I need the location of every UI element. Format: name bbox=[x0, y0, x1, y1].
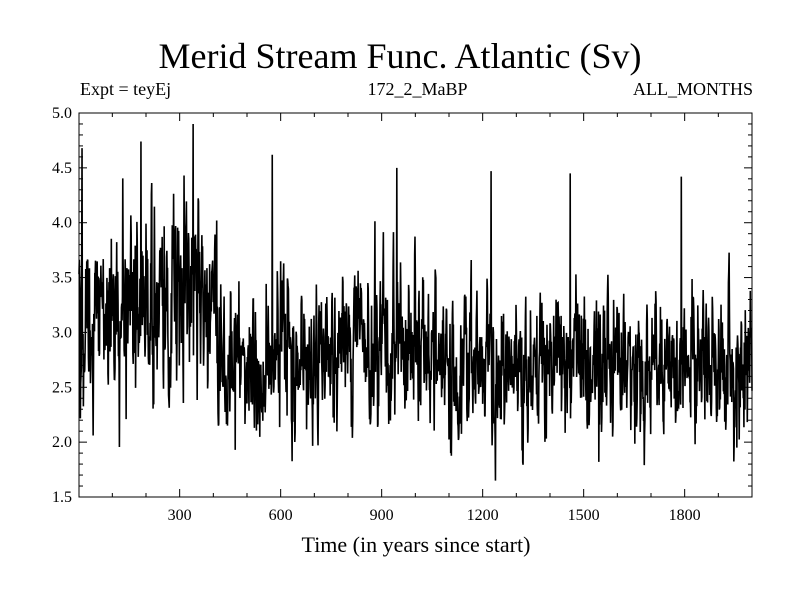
run-label: 172_2_MaBP bbox=[367, 79, 468, 99]
x-tick-label: 1200 bbox=[467, 507, 499, 524]
y-tick-label: 4.0 bbox=[52, 215, 72, 232]
series-line bbox=[78, 123, 753, 481]
x-tick-label: 1800 bbox=[669, 507, 701, 524]
y-tick-label: 3.0 bbox=[52, 324, 72, 341]
x-tick-label: 900 bbox=[370, 507, 394, 524]
experiment-label: Expt = teyEj bbox=[80, 79, 172, 99]
y-tick-label: 1.5 bbox=[52, 489, 72, 506]
x-tick-label: 300 bbox=[168, 507, 192, 524]
y-tick-label: 4.5 bbox=[52, 160, 72, 177]
x-axis-label: Time (in years since start) bbox=[302, 532, 531, 557]
y-tick-label: 2.5 bbox=[52, 379, 72, 396]
y-tick-label: 3.5 bbox=[52, 270, 72, 287]
months-label: ALL_MONTHS bbox=[633, 79, 753, 99]
y-tick-label: 2.0 bbox=[52, 434, 72, 451]
x-tick-label: 1500 bbox=[568, 507, 600, 524]
y-tick-label: 5.0 bbox=[52, 105, 72, 122]
chart-title: Merid Stream Func. Atlantic (Sv) bbox=[158, 36, 642, 76]
x-tick-label: 600 bbox=[269, 507, 293, 524]
